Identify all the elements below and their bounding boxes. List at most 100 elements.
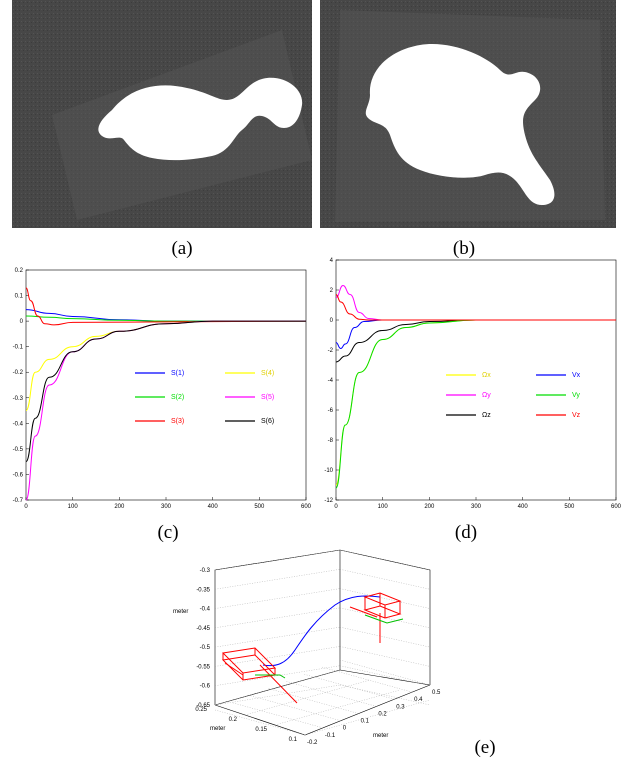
plot-frame (336, 260, 616, 500)
legend-label: S(3) (171, 418, 184, 425)
x-tick-label: 200 (424, 504, 435, 510)
x-tick-label: 0 (24, 504, 28, 510)
grid-line (251, 696, 341, 721)
legend-label: S(4) (261, 370, 274, 377)
legend-label: Ωy (482, 392, 491, 399)
x-tick-label: 300 (161, 504, 172, 510)
x-tick-label: 0 (343, 726, 347, 732)
legend-label: Vz (572, 412, 581, 419)
grid-line (340, 569, 430, 589)
y-tick-label: 0.2 (15, 268, 24, 274)
legend-label: Vx (572, 372, 581, 379)
x-tick-label: 300 (471, 504, 482, 510)
x-tick-label: 0.1 (361, 719, 370, 725)
z-tick-label: -0.5 (200, 645, 211, 651)
plot-frame (26, 270, 306, 500)
grid-line (286, 681, 376, 706)
photo-b (320, 0, 616, 228)
y-tick-label: 0 (20, 319, 24, 325)
y-tick-label: 2 (330, 288, 334, 294)
y-tick-label: 0.1 (15, 294, 24, 300)
grid-line (215, 589, 340, 609)
plot-c: 0 100 200 300 400 500 600 0.2 0.1 0 -0.1 -0.2 -0.3 -0… (0, 265, 310, 515)
z-tick-label: -0.3 (200, 568, 211, 574)
grid-line (340, 627, 430, 647)
legend-label: S(6) (261, 418, 274, 425)
photo-a (12, 0, 312, 228)
y-tick-label: 0.1 (289, 737, 298, 743)
y-tick-label: 4 (330, 258, 334, 264)
y-tick-label: -12 (324, 498, 333, 504)
plot-e-svg: -0.3-0.35-0.4-0.45-0.5-0.55-0.6-0.65mete… (155, 545, 475, 750)
y-tick-label: -8 (328, 438, 334, 444)
x-tick-label: 0 (334, 504, 338, 510)
trajectory-line (263, 596, 380, 666)
y-tick-label: 0.15 (255, 727, 267, 733)
plot-c-svg: 0 100 200 300 400 500 600 0.2 0.1 0 -0.1 -0.2 -0.3 -0… (0, 265, 310, 515)
grid-line (304, 674, 394, 699)
x-tick-label: 600 (611, 504, 622, 510)
x-tick-label: 500 (254, 504, 265, 510)
x-tick-label: 400 (518, 504, 529, 510)
end-frame (350, 593, 400, 643)
plot-d: 0 100 200 300 400 500 600 4 2 0 -2 -4 -6 -8 -10 -12 Ωx Vx… (316, 255, 626, 517)
y-axis-label: meter (210, 726, 225, 732)
y-tick-label: 0.25 (195, 707, 207, 713)
grid-line (340, 646, 430, 666)
x-tick-label: 500 (564, 504, 575, 510)
y-tick-label: -0.2 (13, 370, 24, 376)
y-tick-label: -0.7 (13, 498, 24, 504)
z-tick-label: -0.6 (200, 684, 211, 690)
x-tick-label: -0.1 (325, 733, 336, 739)
caption-c: (c) (138, 522, 198, 544)
z-tick-label: -0.45 (196, 626, 210, 632)
plot-d-svg: 0 100 200 300 400 500 600 4 2 0 -2 -4 -6 -8 -10 -12 Ωx Vx… (316, 255, 626, 517)
legend-label: Ωz (482, 412, 491, 419)
legend-label: Vy (572, 392, 580, 399)
x-tick-label: -0.2 (307, 740, 318, 746)
x-tick-label: 0.4 (414, 697, 423, 703)
legend-label: Ωx (482, 372, 491, 379)
caption-a: (a) (152, 238, 212, 260)
grid-line (305, 700, 430, 735)
plot-e: -0.3 -0.35 -0.4 -0.45 -0.5 -0.55 -0.6 -0.65 mete… (155, 545, 475, 750)
grid-line (269, 689, 359, 714)
y-tick-label: 0 (330, 318, 334, 324)
y-tick-label: -0.1 (13, 345, 24, 351)
x-tick-label: 100 (68, 504, 79, 510)
y-tick-label: -10 (324, 468, 333, 474)
end-frame-green (365, 615, 403, 623)
z-tick-label: -0.35 (196, 587, 210, 593)
x-tick-label: 200 (114, 504, 125, 510)
x-axis-label: meter (373, 733, 388, 739)
x-tick-label: 100 (378, 504, 389, 510)
caption-d: (d) (436, 522, 496, 544)
caption-e: (e) (455, 737, 515, 759)
y-tick-label: -2 (328, 348, 334, 354)
legend-label: S(1) (171, 370, 184, 377)
x-tick-label: 400 (208, 504, 219, 510)
y-tick-label: -0.6 (13, 472, 24, 478)
y-tick-label: 0.2 (229, 717, 238, 723)
photo-a-image (12, 0, 312, 228)
grid-line (215, 627, 340, 647)
y-tick-label: -4 (328, 378, 334, 384)
y-tick-label: -0.5 (13, 447, 24, 453)
y-tick-label: -0.3 (13, 396, 24, 402)
grid-line (245, 680, 370, 715)
y-tick-label: -6 (328, 408, 334, 414)
x-tick-label: 0.5 (432, 690, 441, 696)
photo-b-image (320, 0, 616, 228)
legend-label: S(5) (261, 394, 274, 401)
x-tick-label: 0.2 (378, 711, 387, 717)
grid-line (215, 569, 340, 589)
z-tick-label: -0.4 (200, 607, 211, 613)
x-tick-label: 600 (301, 504, 312, 510)
grid-line (215, 608, 340, 628)
z-axis-label: meter (173, 609, 188, 615)
y-tick-label: -0.4 (13, 421, 24, 427)
legend-label: S(2) (171, 394, 184, 401)
z-tick-label: -0.55 (196, 664, 210, 670)
x-tick-label: 0.3 (396, 704, 405, 710)
axis-ticks: -0.3-0.35-0.4-0.45-0.5-0.55-0.6-0.65mete… (173, 568, 441, 746)
